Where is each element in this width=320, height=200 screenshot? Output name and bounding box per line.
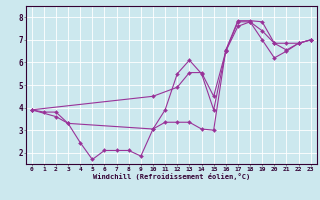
X-axis label: Windchill (Refroidissement éolien,°C): Windchill (Refroidissement éolien,°C) — [92, 173, 250, 180]
